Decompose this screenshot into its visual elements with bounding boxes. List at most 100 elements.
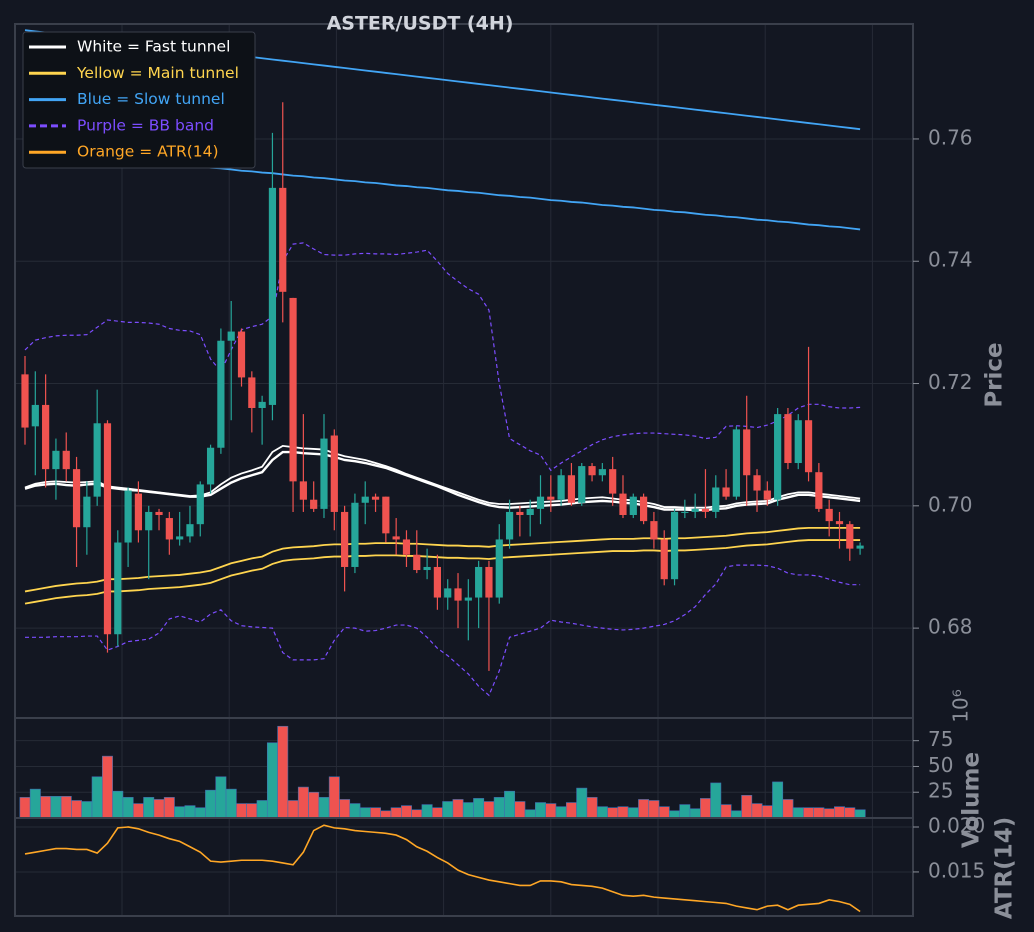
volume-bar: [194, 807, 206, 818]
y-tick-label: 25: [928, 779, 953, 803]
candle-body: [444, 588, 452, 598]
volume-bar: [359, 807, 371, 818]
indicator-line: [24, 526, 861, 593]
indicator-line: [24, 450, 861, 512]
y-axis-label: Volume: [959, 752, 985, 848]
volume-bar: [143, 797, 155, 818]
volume-bar: [462, 802, 474, 818]
candle-body: [103, 423, 112, 635]
legend-label: Yellow = Main tunnel: [76, 64, 239, 82]
candle-body: [279, 187, 287, 292]
volume-bar: [205, 789, 217, 818]
y-tick-label: 0.015: [928, 858, 985, 882]
candle-body: [93, 423, 101, 497]
candle-body: [433, 566, 441, 598]
candle-body: [42, 404, 50, 470]
volume-bar: [545, 803, 557, 818]
candle-body: [526, 508, 534, 515]
volume-bar: [287, 800, 299, 818]
volume-bar: [710, 782, 722, 818]
candle-body: [248, 377, 256, 408]
candle-body: [186, 524, 194, 537]
volume-bar: [596, 806, 608, 818]
candle-body: [227, 331, 235, 341]
volume-bar: [442, 801, 454, 818]
candle-body: [557, 475, 565, 500]
volume-bar: [184, 805, 196, 818]
candle-body: [701, 508, 710, 512]
candle-body: [691, 508, 699, 512]
atr-line: [24, 824, 861, 913]
volume-bar: [555, 806, 567, 818]
y-tick-label: 0.76: [928, 125, 973, 149]
candle-body: [743, 429, 751, 476]
candle-body: [206, 447, 215, 485]
candle-body: [31, 404, 39, 427]
volume-bar: [277, 725, 289, 818]
candle-body: [382, 496, 390, 534]
volume-bar: [638, 799, 650, 818]
candle-body: [495, 539, 503, 598]
legend-box: [22, 31, 256, 169]
volume-bar: [720, 804, 732, 818]
candle-body: [588, 466, 596, 476]
volume-bar: [792, 807, 804, 818]
candle-body: [516, 511, 524, 515]
volume-bar: [266, 742, 278, 818]
volume-bar: [504, 790, 516, 818]
indicator-line: [24, 539, 861, 605]
volume-bar: [514, 801, 526, 818]
panel-volume: [19, 725, 866, 818]
candle-body: [598, 469, 606, 476]
volume-bar: [60, 796, 72, 818]
volume-bar: [401, 805, 412, 818]
y-tick-label: 75: [928, 727, 953, 751]
frame: [14, 23, 914, 917]
volume-bar: [813, 807, 825, 818]
candle-body: [310, 499, 318, 509]
volume-bar: [71, 800, 83, 818]
volume-bar: [411, 809, 423, 818]
volume-bar: [163, 797, 175, 818]
y-axis-label: ATR(14): [992, 817, 1018, 919]
candle-body: [72, 469, 81, 528]
candle-body: [567, 475, 576, 503]
candle-body: [217, 340, 225, 448]
candle-body: [505, 511, 514, 540]
candle-body: [815, 472, 823, 509]
candle-body: [454, 588, 462, 601]
candle-body: [196, 484, 204, 525]
volume-bar: [586, 797, 598, 818]
volume-bar: [772, 781, 784, 818]
panel-candlestick: [21, 29, 864, 697]
candle-body: [21, 374, 29, 428]
panel-line: [24, 824, 861, 913]
candle-body: [464, 597, 472, 601]
candle-body: [485, 566, 493, 598]
volume-bar: [390, 807, 402, 818]
candle-body: [722, 487, 730, 497]
y-tick-label: 0.70: [928, 492, 973, 516]
candle-body: [732, 429, 740, 497]
candle-body: [330, 435, 338, 512]
volume-bar: [256, 800, 268, 818]
volume-bar: [50, 796, 62, 818]
candle-body: [825, 508, 833, 522]
candle-body: [423, 566, 431, 571]
legend-label: Blue = Slow tunnel: [77, 90, 225, 108]
volume-bar: [473, 798, 485, 818]
volume-bar: [782, 799, 794, 818]
candle-body: [413, 554, 421, 571]
candle-body: [268, 187, 277, 405]
volume-bar: [565, 802, 577, 818]
candle-body: [155, 511, 163, 515]
candle-body: [237, 331, 246, 378]
volume-bar: [215, 776, 227, 818]
candle-body: [784, 414, 792, 464]
volume-bar: [122, 797, 134, 818]
indicator-line: [24, 242, 861, 472]
candle-body: [83, 496, 91, 528]
candle-body: [670, 511, 679, 580]
volume-bar: [370, 807, 381, 818]
